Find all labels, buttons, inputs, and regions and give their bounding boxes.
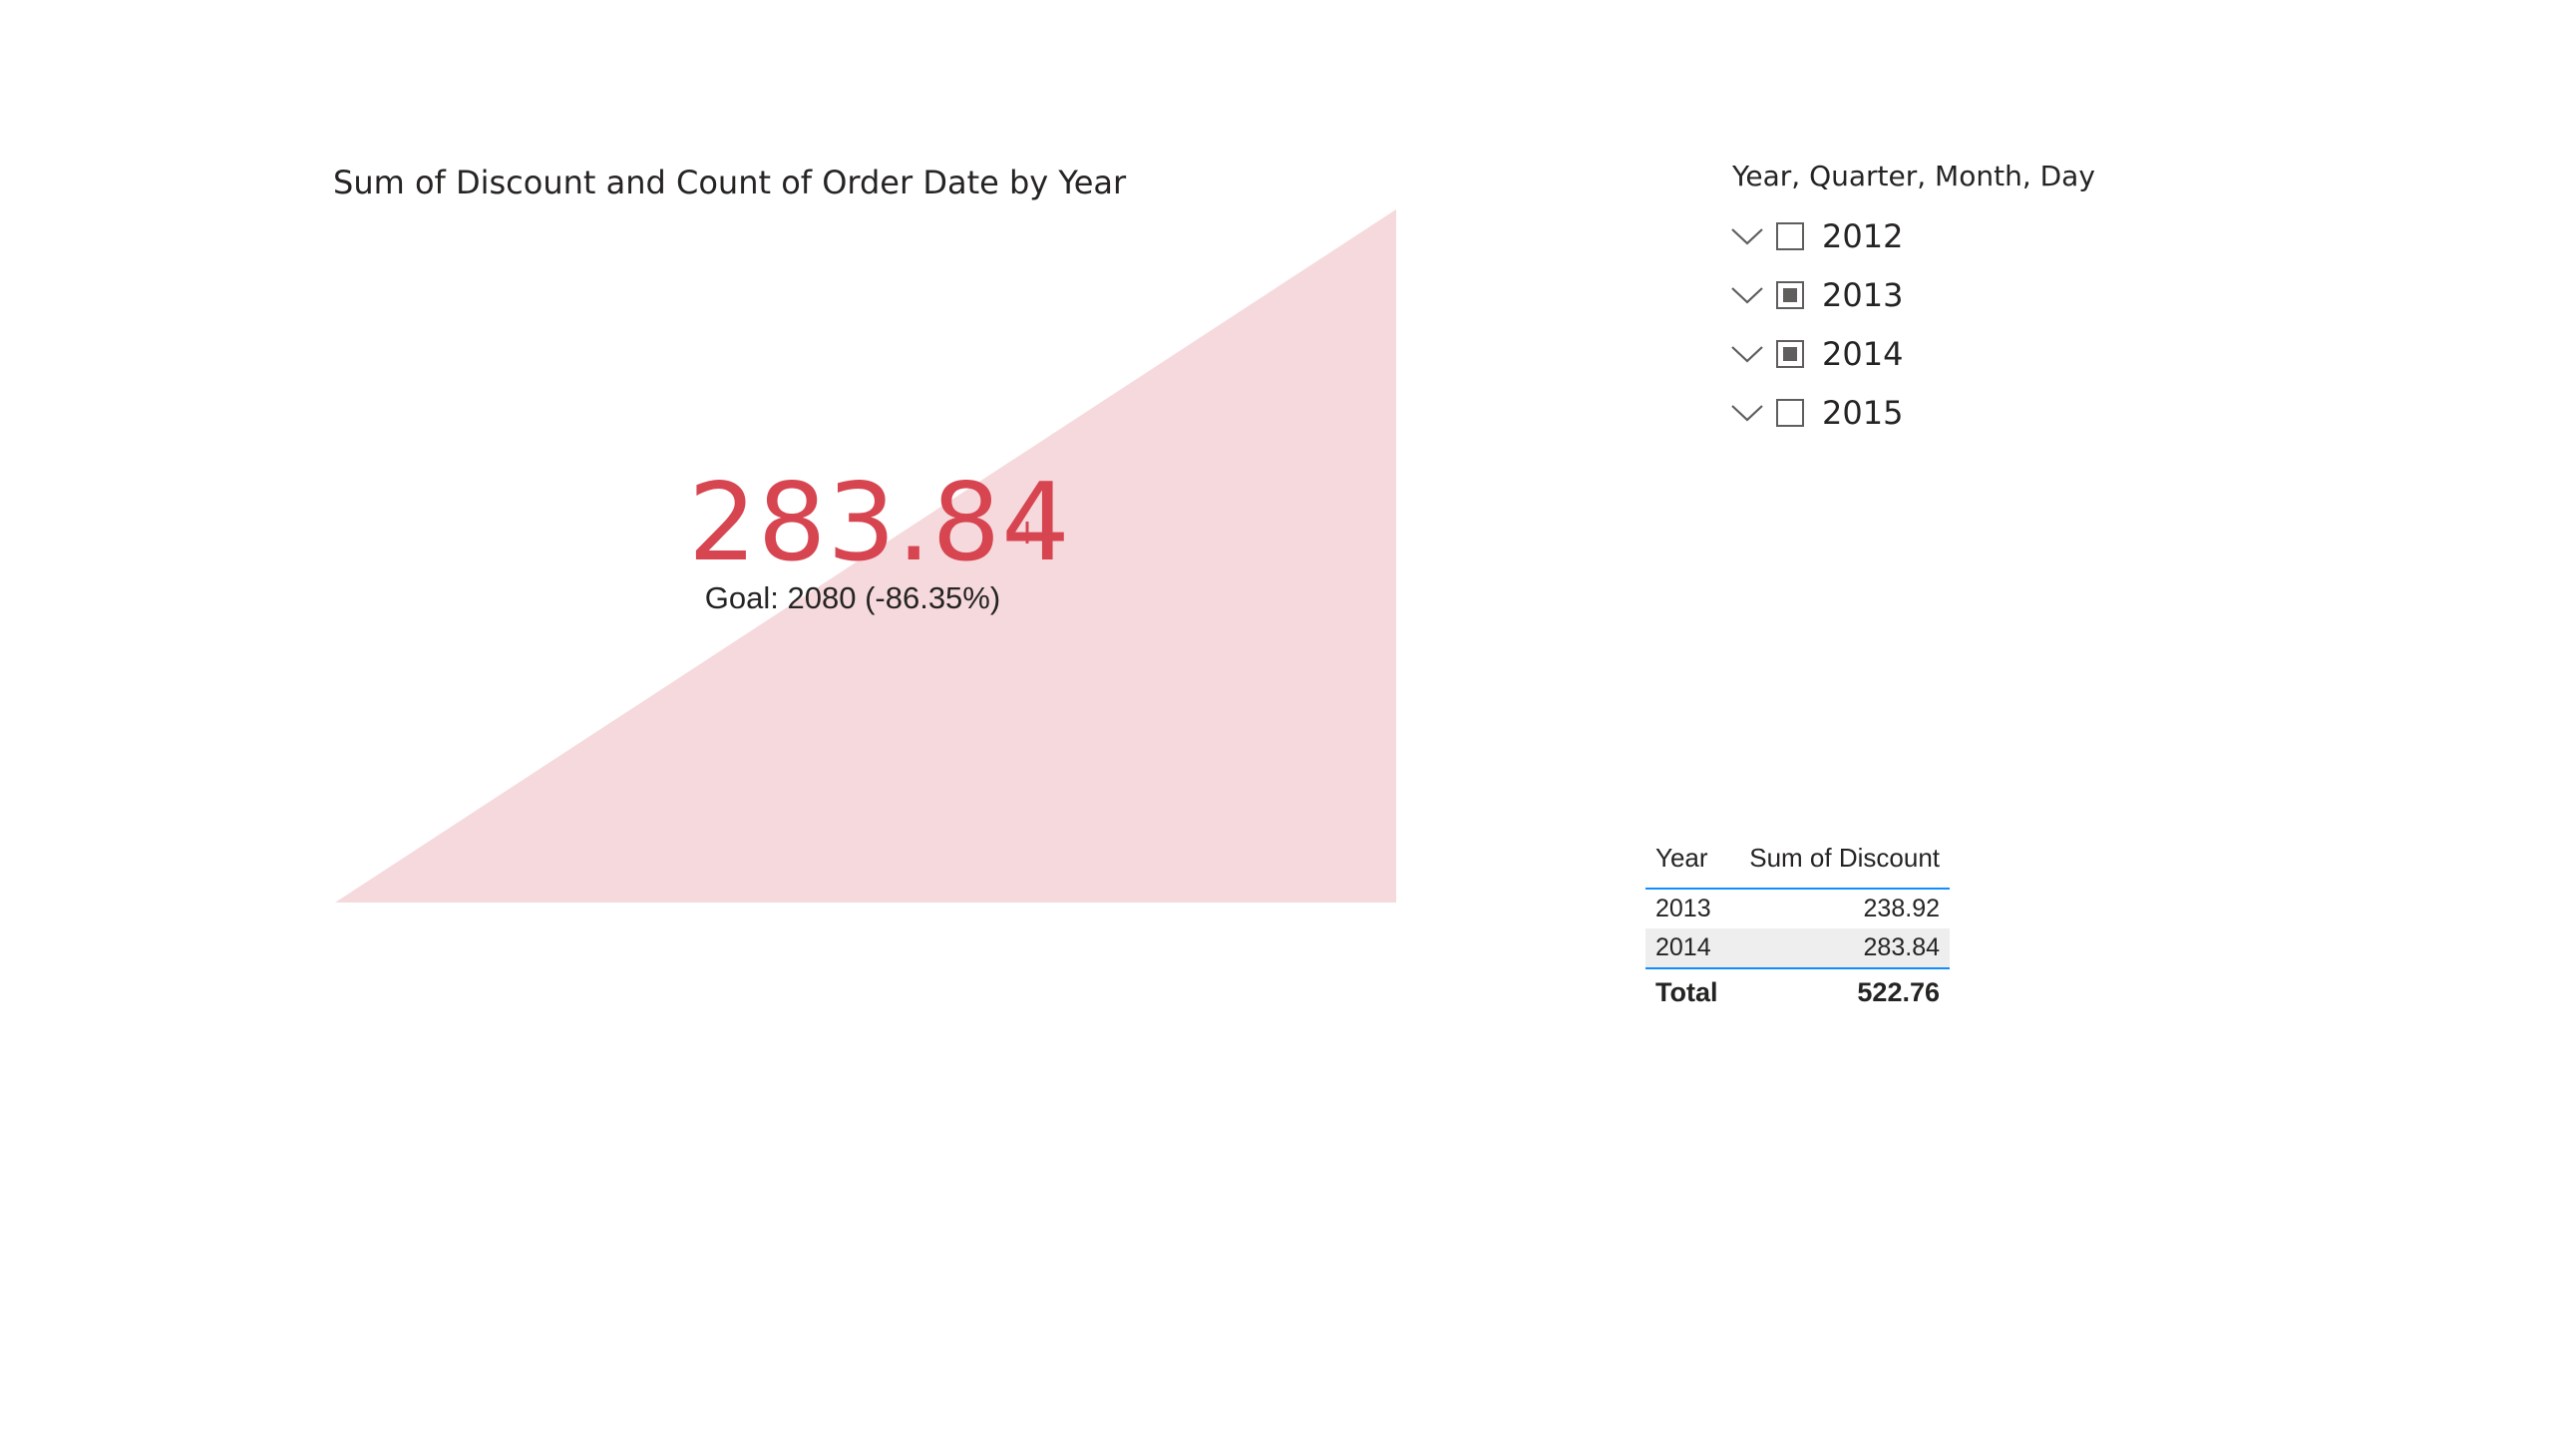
kpi-goal-text: Goal: 2080 (-86.35%) xyxy=(704,580,1001,615)
slicer-item-2015[interactable]: 2015 xyxy=(1730,383,2149,442)
slicer-item-2013[interactable]: 2013 xyxy=(1730,265,2149,324)
slicer-item-label: 2012 xyxy=(1822,216,1904,255)
discount-table-visual[interactable]: Year Sum of Discount 2013 238.92 2014 28… xyxy=(1645,833,1955,1013)
slicer-header: Year, Quarter, Month, Day xyxy=(1732,160,2095,192)
column-header-sum-of-discount[interactable]: Sum of Discount xyxy=(1730,833,1950,890)
checkbox-partial[interactable] xyxy=(1776,339,1804,368)
kpi-visual[interactable]: Sum of Discount and Count of Order Date … xyxy=(319,150,1396,908)
slicer-list: 2012 2013 2014 2015 xyxy=(1730,206,2149,442)
trend-area-shape xyxy=(335,209,1396,903)
column-header-year[interactable]: Year xyxy=(1645,833,1731,890)
chevron-down-icon[interactable] xyxy=(1730,340,1764,368)
slicer-item-2014[interactable]: 2014 xyxy=(1730,324,2149,383)
table-total-row: Total 522.76 xyxy=(1645,968,1950,1013)
slicer-item-label: 2014 xyxy=(1822,334,1904,373)
chevron-down-icon[interactable] xyxy=(1730,281,1764,309)
slicer-item-2012[interactable]: 2012 xyxy=(1730,206,2149,265)
table-total-value: 522.76 xyxy=(1857,977,1940,1007)
year-hierarchy-slicer: Year, Quarter, Month, Day 2012 2013 xyxy=(1730,160,2149,459)
table-row: 2014 283.84 xyxy=(1645,928,1950,969)
checkbox[interactable] xyxy=(1776,398,1804,427)
table-cell-year: 2014 xyxy=(1645,928,1731,969)
table-total-label: Total xyxy=(1655,977,1718,1007)
table-cell-discount: 283.84 xyxy=(1730,928,1950,969)
checkbox-partial[interactable] xyxy=(1776,280,1804,309)
kpi-value: 283.84 xyxy=(688,461,1071,585)
chevron-down-icon[interactable] xyxy=(1730,222,1764,250)
slicer-item-label: 2013 xyxy=(1822,275,1904,314)
kpi-alert-icon: ! xyxy=(1021,517,1034,551)
slicer-item-label: 2015 xyxy=(1822,393,1904,432)
kpi-value-container: 283.84 xyxy=(688,461,1071,585)
checkbox[interactable] xyxy=(1776,221,1804,250)
discount-table: Year Sum of Discount 2013 238.92 2014 28… xyxy=(1645,833,1950,1013)
chevron-down-icon[interactable] xyxy=(1730,399,1764,427)
kpi-title: Sum of Discount and Count of Order Date … xyxy=(333,164,1127,201)
table-header-row: Year Sum of Discount xyxy=(1645,833,1950,890)
table-row: 2013 238.92 xyxy=(1645,889,1950,928)
table-cell-year: 2013 xyxy=(1655,895,1711,922)
table-cell-discount: 238.92 xyxy=(1863,895,1940,922)
kpi-trend-area xyxy=(335,209,1396,903)
